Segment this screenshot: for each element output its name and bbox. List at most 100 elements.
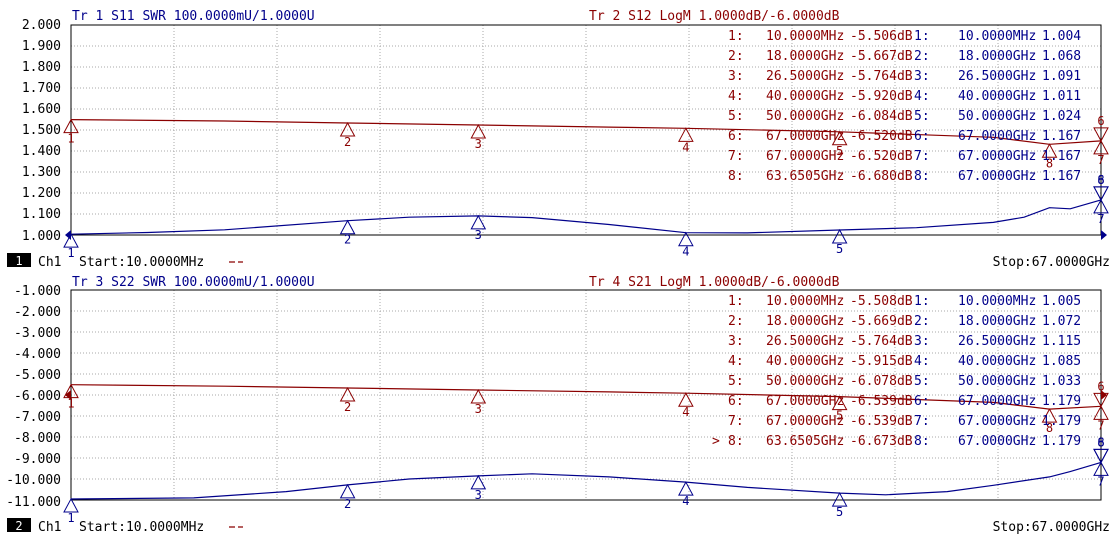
ch1-ytick-label: 1.400: [22, 144, 61, 159]
marker-table-value: 1.004: [1042, 29, 1081, 44]
marker-table-value: 1.005: [1042, 294, 1081, 309]
marker-table-number: 1:: [728, 29, 744, 44]
marker-1-label: 1: [67, 132, 74, 146]
marker-table-frequency: 26.5000GHz: [766, 69, 844, 84]
ch2-ytick-label: -1.000: [14, 284, 61, 299]
reference-level-arrow: [1101, 390, 1107, 400]
marker-2-label: 2: [344, 497, 351, 511]
marker-table-value: -6.680dB: [850, 169, 913, 184]
channel-2-start: Start:10.0000MHz: [79, 520, 204, 535]
channel-2-number-box[interactable]: [7, 518, 31, 532]
channel-1-label: Ch1: [38, 255, 61, 270]
marker-table-number: 2:: [914, 314, 930, 329]
marker-table-value: -5.764dB: [850, 334, 913, 349]
marker-table-value: -5.508dB: [850, 294, 913, 309]
trace-4-header[interactable]: Tr 4 S21 LogM 1.0000dB/-6.0000dB: [589, 275, 840, 290]
ch1-ytick-label: 1.200: [22, 186, 61, 201]
marker-4-label: 4: [682, 405, 689, 419]
marker-table-number: 5:: [728, 374, 744, 389]
marker-4-label: 4: [682, 494, 689, 508]
marker-table-frequency: 10.0000MHz: [766, 294, 844, 309]
marker-2-label: 2: [344, 233, 351, 247]
marker-4: [678, 481, 694, 496]
marker-3-label: 3: [475, 137, 482, 151]
marker-table-number: 7:: [914, 414, 930, 429]
channel-1-start: Start:10.0000MHz: [79, 255, 204, 270]
trace-1-header[interactable]: Tr 1 S11 SWR 100.0000mU/1.0000U: [72, 9, 315, 24]
marker-5: [831, 492, 848, 507]
ch1-traces: 1 2 3 4 5 6 7 8 1 2 3 4 5 6 7 8: [63, 114, 1109, 260]
marker-table-number: 2:: [728, 49, 744, 64]
marker-1: [63, 118, 79, 134]
marker-5: [831, 228, 848, 244]
marker-table-frequency: 67.0000GHz: [958, 129, 1036, 144]
marker-table-value: 1.179: [1042, 434, 1081, 449]
marker-5: [831, 130, 848, 146]
marker-table-frequency: 18.0000GHz: [766, 314, 844, 329]
marker-4-label: 4: [682, 245, 689, 259]
ch1-plot-frame: [70, 24, 1102, 236]
trace-2-header[interactable]: Tr 2 S12 LogM 1.0000dB/-6.0000dB: [589, 9, 840, 24]
marker-4: [678, 127, 694, 142]
ch2-ytick-label: -11.000: [6, 495, 61, 510]
marker-6: [1093, 127, 1109, 142]
marker-7: [1093, 139, 1109, 155]
marker-8: [1093, 448, 1109, 464]
marker-table-number: 8:: [914, 434, 930, 449]
marker-8-label: 8: [1097, 435, 1104, 449]
trace-4-line: [70, 384, 1102, 410]
marker-table-value: 1.068: [1042, 49, 1081, 64]
marker-table-number: 6:: [914, 129, 930, 144]
ch2-ytick-label: -8.000: [14, 431, 61, 446]
channel-1-number-box[interactable]: [7, 253, 31, 267]
marker-table-value: -5.669dB: [850, 314, 913, 329]
ch1-grid: [71, 25, 1101, 235]
marker-table-number: 4:: [914, 354, 930, 369]
marker-table-value: -6.078dB: [850, 374, 913, 389]
marker-2: [339, 121, 356, 137]
marker-table-value: -6.539dB: [850, 414, 913, 429]
ch2-traces: 1 2 3 4 5 6 7 8 1 2 3 4 5 6 7 8: [63, 379, 1109, 525]
marker-2: [339, 386, 356, 402]
ch1-ytick-label: 1.300: [22, 165, 61, 180]
marker-3: [470, 214, 487, 230]
marker-3: [470, 123, 487, 139]
marker-table-value: 1.167: [1042, 169, 1081, 184]
marker-table-number: 1:: [728, 294, 744, 309]
marker-table-value: -6.520dB: [850, 129, 913, 144]
marker-2-label: 2: [344, 135, 351, 149]
marker-1-label: 1: [67, 397, 74, 411]
reference-level-arrow: [1101, 230, 1107, 240]
marker-3: [470, 388, 487, 404]
ch2-ytick-label: -4.000: [14, 347, 61, 362]
marker-3-label: 3: [475, 228, 482, 242]
marker-table-frequency: 26.5000GHz: [766, 334, 844, 349]
marker-table-frequency: 63.6505GHz: [766, 434, 844, 449]
marker-table-number: 3:: [728, 69, 744, 84]
marker-table-value: -5.506dB: [850, 29, 913, 44]
marker-2-label: 2: [344, 400, 351, 414]
ch1-ytick-label: 1.800: [22, 60, 61, 75]
marker-table-number: 7:: [914, 149, 930, 164]
channel-2-label: Ch1: [38, 520, 61, 535]
channel-2-window[interactable]: -1.000 -2.000 -3.000 -4.000 -5.000 -6.00…: [6, 275, 1110, 535]
ch2-ytick-label: -9.000: [14, 452, 61, 467]
marker-table-frequency: 50.0000GHz: [766, 374, 844, 389]
marker-table-value: -6.539dB: [850, 394, 913, 409]
ch2-marker-table: 1: 10.0000MHz 1.005 2: 18.0000GHz 1.072 3: 26.5…: [712, 294, 1081, 449]
marker-table-value: 1.085: [1042, 354, 1081, 369]
marker-3-label: 3: [475, 488, 482, 502]
marker-7-label: 7: [1097, 153, 1104, 167]
marker-table-number: 6:: [728, 129, 744, 144]
marker-table-number: 8:: [728, 169, 744, 184]
marker-7-label: 7: [1097, 212, 1104, 226]
marker-table-value: 1.179: [1042, 414, 1081, 429]
trace-3-header[interactable]: Tr 3 S22 SWR 100.0000mU/1.0000U: [72, 275, 315, 290]
marker-6-label: 6: [1097, 173, 1104, 187]
marker-table-number: 8:: [728, 434, 744, 449]
marker-6-label: 6: [1097, 379, 1104, 393]
marker-table-value: 1.179: [1042, 394, 1081, 409]
marker-table-frequency: 10.0000MHz: [958, 29, 1036, 44]
channel-1-window[interactable]: 2.000 1.900 1.800 1.700 1.600 1.500 1.40…: [7, 9, 1110, 270]
